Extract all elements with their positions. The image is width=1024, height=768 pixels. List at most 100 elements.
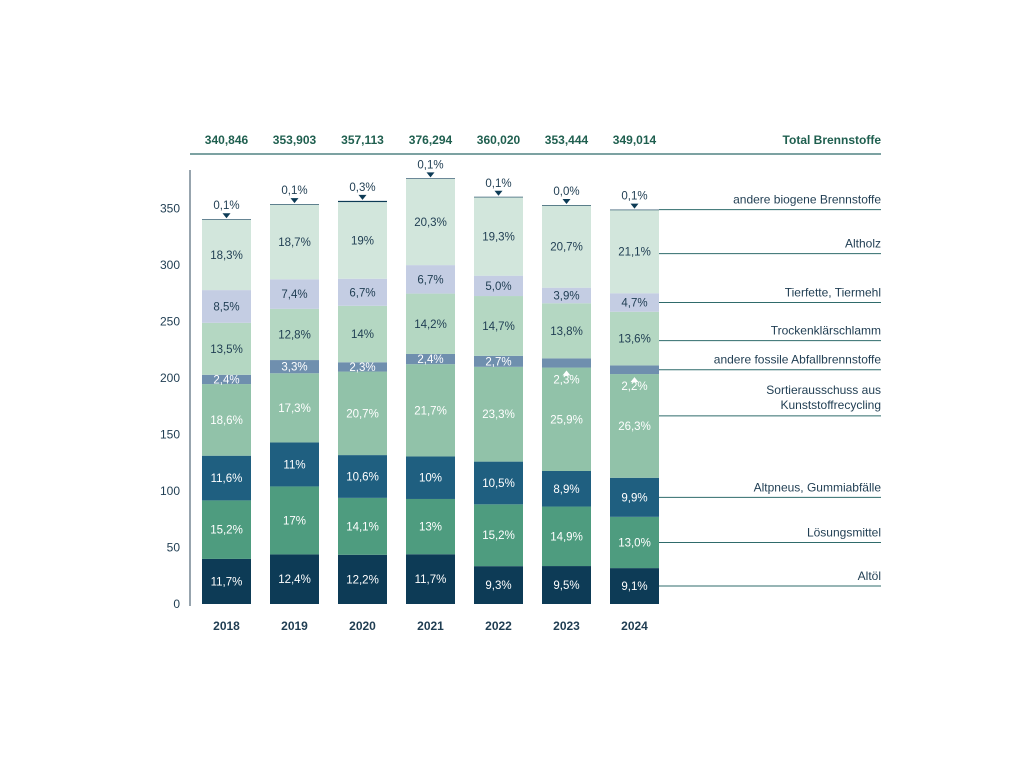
data-label-2022-2: 10,5%	[482, 478, 515, 490]
bar-segment-2020-7	[338, 202, 387, 279]
bar-segment-2019-3	[270, 373, 319, 443]
total-value-2021: 376,294	[409, 133, 453, 147]
data-label-2018-0: 11,7%	[211, 576, 243, 588]
data-label-2024-1: 13,0%	[618, 537, 651, 549]
data-label-2020-3: 20,7%	[346, 408, 379, 420]
legend-label: andere fossile Abfallbrennstoffe	[714, 353, 882, 367]
bar-segment-2024-4	[610, 365, 659, 375]
bar-segment-2019-6	[270, 279, 319, 309]
data-label-2022-8: 0,1%	[485, 178, 511, 190]
data-label-2024-5: 13,6%	[618, 334, 651, 346]
bar-segment-2019-4	[270, 360, 319, 374]
bar-segment-2022-8	[474, 196, 523, 198]
pointer-down-2018	[222, 213, 231, 219]
x-tick-label: 2020	[349, 619, 376, 633]
data-label-2018-4: 2,4%	[213, 374, 239, 386]
bar-segment-2021-3	[406, 364, 455, 457]
bar-segment-2019-8	[270, 204, 319, 205]
data-label-2023-3: 25,9%	[550, 414, 583, 426]
legend-label-line2: Kunststoffrecycling	[781, 398, 882, 412]
legend-label: Altpneus, Gummiabfälle	[754, 480, 882, 494]
y-tick-label: 50	[167, 541, 181, 555]
bar-segment-2021-5	[406, 293, 455, 354]
bar-segment-2024-6	[610, 293, 659, 312]
bar-segment-2019-7	[270, 204, 319, 280]
bar-segment-2024-7	[610, 210, 659, 294]
bar-segment-2018-1	[202, 500, 251, 559]
data-label-2018-7: 18,3%	[210, 250, 243, 262]
data-label-2023-7: 20,7%	[550, 241, 583, 253]
x-tick-label: 2024	[621, 619, 648, 633]
bar-segment-2018-2	[202, 455, 251, 501]
bar-segment-2018-5	[202, 322, 251, 375]
total-value-2018: 340,846	[205, 133, 249, 147]
total-value-2020: 357,113	[341, 133, 384, 147]
bar-segment-2019-1	[270, 486, 319, 555]
bar-segment-2020-1	[338, 497, 387, 555]
data-label-2022-4: 2,7%	[485, 356, 511, 368]
bar-segment-2023-3	[542, 367, 591, 472]
bar-segment-2022-7	[474, 197, 523, 276]
bar-segment-2021-4	[406, 353, 455, 365]
total-value-2019: 353,903	[273, 133, 317, 147]
data-label-2021-3: 21,7%	[414, 405, 447, 417]
data-label-2023-4: 2,3%	[553, 375, 579, 387]
data-label-2022-5: 14,7%	[482, 321, 515, 333]
bar-segment-2018-8	[202, 219, 251, 220]
bar-segment-2024-0	[610, 568, 659, 604]
total-value-2022: 360,020	[477, 133, 521, 147]
bar-segment-2021-7	[406, 178, 455, 266]
legend-label: Tierfette, Tiermehl	[785, 285, 881, 299]
y-tick-label: 250	[160, 315, 180, 329]
data-label-2021-6: 6,7%	[417, 274, 443, 286]
data-label-2020-8: 0,3%	[349, 182, 375, 194]
data-label-2020-5: 14%	[351, 329, 374, 341]
bar-segment-2022-0	[474, 566, 523, 604]
data-label-2021-2: 10%	[419, 473, 442, 485]
data-label-2021-1: 13%	[419, 522, 442, 534]
total-value-2024: 349,014	[613, 133, 657, 147]
pointer-down-2023	[562, 199, 571, 205]
data-label-2019-0: 12,4%	[278, 574, 311, 586]
data-label-2019-6: 7,4%	[281, 289, 307, 301]
pointer-down-2022	[494, 190, 503, 196]
bar-segment-2020-2	[338, 455, 387, 498]
data-label-2019-8: 0,1%	[281, 185, 307, 197]
data-label-2022-7: 19,3%	[482, 231, 515, 243]
bar-segment-2020-6	[338, 278, 387, 306]
data-label-2023-8: 0,0%	[553, 186, 579, 198]
bar-segment-2018-0	[202, 558, 251, 604]
data-label-2020-2: 10,6%	[346, 471, 379, 483]
legend-label: andere biogene Brennstoffe	[733, 193, 881, 207]
data-label-2018-2: 11,6%	[211, 473, 243, 485]
data-label-2019-3: 17,3%	[278, 403, 311, 415]
bar-segment-2024-2	[610, 477, 659, 517]
bar-segment-2024-8	[610, 209, 659, 211]
data-label-2021-8: 0,1%	[417, 159, 443, 171]
bar-segment-2022-3	[474, 366, 523, 462]
data-label-2018-3: 18,6%	[210, 415, 243, 427]
legend-label: Sortierausschuss aus	[766, 383, 881, 397]
y-tick-label: 350	[160, 202, 180, 216]
bar-segment-2022-6	[474, 275, 523, 297]
data-label-2024-8: 0,1%	[621, 191, 647, 203]
pointer-down-2019	[290, 198, 299, 204]
bar-segment-2022-5	[474, 296, 523, 356]
data-label-2020-1: 14,1%	[346, 521, 379, 533]
bar-segment-2023-7	[542, 205, 591, 288]
data-label-2023-5: 13,8%	[550, 326, 583, 338]
bar-segment-2024-3	[610, 374, 659, 478]
pointer-down-2020	[358, 194, 367, 200]
bar-segment-2021-8	[406, 178, 455, 179]
data-label-2018-6: 8,5%	[213, 301, 239, 313]
bar-segment-2020-0	[338, 554, 387, 604]
data-label-2023-1: 14,9%	[550, 531, 583, 543]
data-label-2021-7: 20,3%	[414, 217, 447, 229]
bar-segment-2023-8	[542, 205, 591, 206]
bar-segment-2020-5	[338, 305, 387, 363]
bar-segment-2018-3	[202, 384, 251, 456]
data-label-2024-3: 26,3%	[618, 421, 651, 433]
data-label-2023-6: 3,9%	[553, 290, 579, 302]
data-label-2019-7: 18,7%	[278, 237, 311, 249]
